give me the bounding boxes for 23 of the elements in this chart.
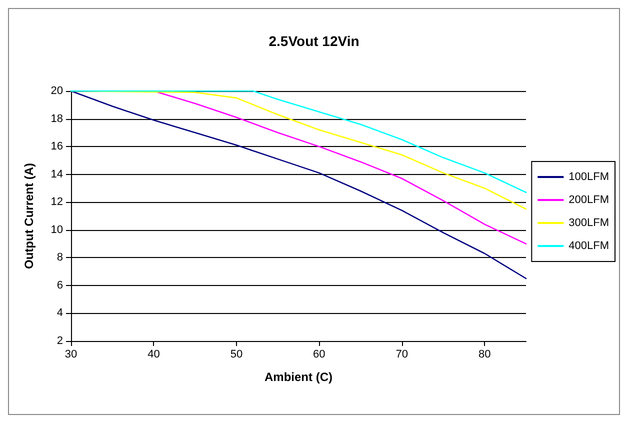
y-tick-label: 16 [50,140,63,153]
x-tick-label: 30 [64,348,78,360]
x-tick-label: 40 [148,348,160,360]
y-tick-label: 20 [50,85,63,97]
y-tick-label: 12 [50,196,63,208]
legend-label: 300LFM [568,217,610,229]
x-tick-label: 60 [313,348,326,360]
legend-label: 100LFM [568,171,610,183]
y-tick-label: 4 [56,307,63,320]
x-tick-label: 70 [396,348,408,360]
y-tick-label: 8 [56,252,63,264]
y-tick-label: 14 [50,168,63,180]
x-axis-title: Ambient (C) [264,370,332,384]
y-tick-label: 18 [50,112,63,125]
y-tick-label: 2 [56,335,63,347]
y-tick-label: 6 [56,279,63,292]
chart-title: 2.5Vout 12Vin [268,33,360,49]
y-tick-label: 10 [50,224,63,236]
y-axis-title: Output Current (A) [22,163,36,269]
legend-label: 400LFM [568,240,610,252]
x-tick-label: 50 [230,348,243,360]
legend-label: 200LFM [568,194,610,206]
x-tick-label: 80 [478,348,491,360]
